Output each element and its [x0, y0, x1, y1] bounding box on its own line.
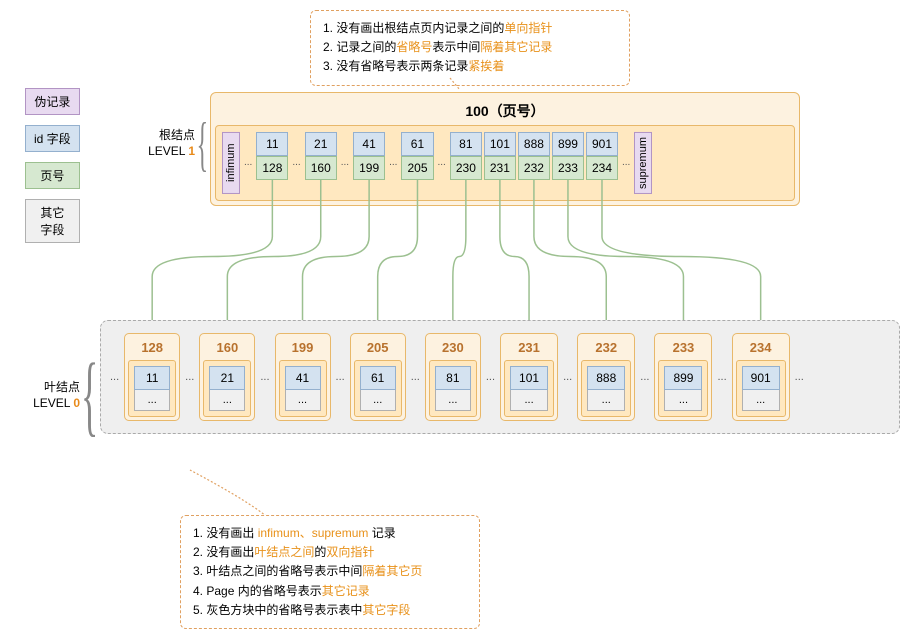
root-record: 21160: [305, 132, 337, 194]
leaf-page-num: 233: [673, 337, 695, 360]
bottom-annotation: 1. 没有画出 infimum、supremum 记录2. 没有画出叶结点之间的…: [180, 515, 480, 629]
leaf-id-cell: 11: [134, 366, 170, 390]
supremum-label: supremum: [634, 132, 652, 194]
root-record: 41199: [353, 132, 385, 194]
root-record: 61205: [401, 132, 433, 194]
legend-page: 页号: [25, 162, 80, 189]
top-annotation: 1. 没有画出根结点页内记录之间的单向指针2. 记录之间的省略号表示中间隔着其它…: [310, 10, 630, 86]
legend-other: 其它 字段: [25, 199, 80, 243]
leaf-other-cell: ...: [587, 390, 625, 411]
root-inner: infimum...11128...21160...41199...61205.…: [215, 125, 795, 201]
root-id-cell: 901: [586, 132, 618, 156]
root-brace: {: [197, 120, 209, 168]
leaf-id-cell: 888: [587, 366, 625, 390]
legend-pseudo: 伪记录: [25, 88, 80, 115]
leaf-area: ... 128 11...... 160 21...... 199 41...... 205 6…: [100, 320, 900, 434]
root-record: 11128: [256, 132, 288, 194]
leaf-id-cell: 901: [742, 366, 780, 390]
root-id-cell: 899: [552, 132, 584, 156]
root-record: 888232: [518, 132, 550, 194]
leaf-other-cell: ...: [209, 390, 245, 411]
root-record: 899233: [552, 132, 584, 194]
leaf-other-cell: ...: [360, 390, 396, 411]
leaf-page-num: 230: [442, 337, 464, 360]
leaf-other-cell: ...: [664, 390, 702, 411]
leaf-page-num: 205: [367, 337, 389, 360]
root-record: 101231: [484, 132, 516, 194]
root-page-cell: 160: [305, 156, 337, 180]
leaf-page: 232 888...: [577, 333, 635, 421]
leaf-page-num: 199: [292, 337, 314, 360]
leaf-level-label: 叶结点 LEVEL 0: [20, 380, 80, 411]
root-id-cell: 888: [518, 132, 550, 156]
legend-id: id 字段: [25, 125, 80, 152]
leaf-other-cell: ...: [134, 390, 170, 411]
leaf-page: 234 901...: [732, 333, 790, 421]
root-record: 901234: [586, 132, 618, 194]
root-id-cell: 81: [450, 132, 482, 156]
root-id-cell: 61: [401, 132, 433, 156]
root-page-cell: 205: [401, 156, 433, 180]
infimum-label: infimum: [222, 132, 240, 194]
leaf-page: 199 41...: [275, 333, 331, 421]
root-page-cell: 199: [353, 156, 385, 180]
root-page-cell: 231: [484, 156, 516, 180]
leaf-id-cell: 61: [360, 366, 396, 390]
root-id-cell: 11: [256, 132, 288, 156]
leaf-page-num: 232: [595, 337, 617, 360]
leaf-id-cell: 81: [435, 366, 471, 390]
leaf-page-num: 128: [141, 337, 163, 360]
root-page-cell: 230: [450, 156, 482, 180]
leaf-page: 128 11...: [124, 333, 180, 421]
root-record: 81230: [450, 132, 482, 194]
leaf-other-cell: ...: [742, 390, 780, 411]
root-id-cell: 101: [484, 132, 516, 156]
root-level-label: 根结点 LEVEL 1: [135, 128, 195, 159]
root-page-cell: 234: [586, 156, 618, 180]
leaf-page-num: 231: [518, 337, 540, 360]
leaf-other-cell: ...: [285, 390, 321, 411]
leaf-id-cell: 21: [209, 366, 245, 390]
leaf-page: 233 899...: [654, 333, 712, 421]
root-page-cell: 232: [518, 156, 550, 180]
root-page-suffix: （页号）: [489, 103, 545, 119]
root-page-cell: 233: [552, 156, 584, 180]
leaf-page: 160 21...: [199, 333, 255, 421]
root-page-cell: 128: [256, 156, 288, 180]
root-page: 100（页号） infimum...11128...21160...41199.…: [210, 92, 800, 206]
leaf-id-cell: 899: [664, 366, 702, 390]
leaf-id-cell: 101: [510, 366, 548, 390]
root-id-cell: 41: [353, 132, 385, 156]
leaf-id-cell: 41: [285, 366, 321, 390]
leaf-page: 205 61...: [350, 333, 406, 421]
leaf-other-cell: ...: [435, 390, 471, 411]
leaf-other-cell: ...: [510, 390, 548, 411]
root-page-num: 100: [465, 103, 488, 119]
root-id-cell: 21: [305, 132, 337, 156]
leaf-page-num: 160: [216, 337, 238, 360]
leaf-page: 231 101...: [500, 333, 558, 421]
leaf-page-num: 234: [750, 337, 772, 360]
leaf-brace: {: [81, 360, 98, 432]
leaf-page: 230 81...: [425, 333, 481, 421]
